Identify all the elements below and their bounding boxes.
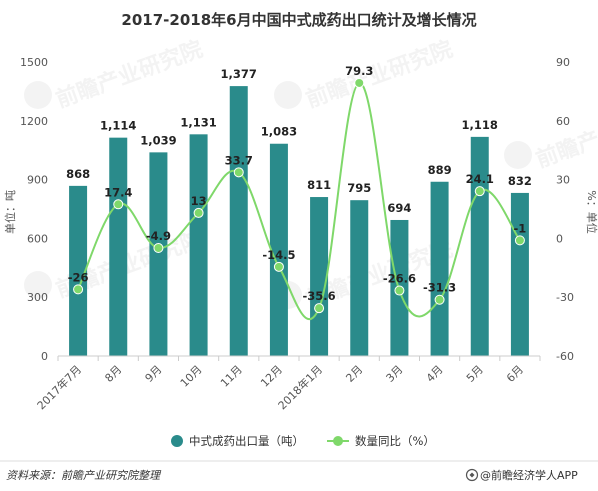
- line-point: [354, 77, 365, 88]
- line-point: [113, 199, 124, 210]
- watermark-text: 前瞻产业研究院: [52, 36, 206, 113]
- bar-value-label: 795: [347, 181, 371, 195]
- y-axis-left: 0 300 600 900 1200 1500: [20, 56, 48, 363]
- watermark-logo-icon: [274, 81, 302, 109]
- line-point: [153, 243, 164, 254]
- legend-line-marker: [333, 436, 343, 446]
- line-value-label: -26: [68, 270, 89, 284]
- x-tick-label: 9月: [143, 363, 165, 385]
- y-tick-label-left: 1500: [20, 56, 48, 69]
- line-value-label: -1: [514, 221, 527, 235]
- line-point: [193, 207, 204, 218]
- bar: [510, 192, 529, 356]
- y-tick-label-right: 0: [556, 232, 563, 245]
- legend-line-label: 数量同比（%）: [355, 434, 435, 448]
- bar: [269, 143, 288, 356]
- y-axis-title-right: %：单位: [585, 190, 598, 233]
- footer-source: 资料来源：前瞻产业研究院整理: [6, 469, 162, 482]
- bar-value-label: 694: [387, 201, 411, 215]
- y-tick-label-left: 1200: [20, 115, 48, 128]
- y-axis-title-left: 单位：吨: [3, 190, 17, 234]
- bar: [470, 136, 489, 356]
- line-value-label: -35.6: [303, 289, 336, 303]
- bar-value-label: 1,083: [261, 125, 297, 139]
- line-value-label: 33.7: [225, 153, 253, 167]
- brand-icon: [465, 468, 479, 482]
- y-tick-label-right: 90: [556, 56, 570, 69]
- line-value-label: 79.3: [345, 64, 373, 78]
- line-point: [314, 303, 325, 314]
- bar: [229, 86, 248, 356]
- y-tick-label-right: -30: [556, 291, 574, 304]
- bar: [430, 181, 449, 356]
- bar-value-label: 811: [307, 178, 331, 192]
- x-tick-label: 2017年7月: [34, 362, 84, 412]
- y-tick-label-right: 30: [556, 174, 570, 187]
- y-tick-label-right: -60: [556, 350, 574, 363]
- line-point: [73, 284, 84, 295]
- watermark-logo-icon: [504, 141, 532, 169]
- line-value-label: -4.9: [146, 229, 171, 243]
- bar-value-label: 1,377: [221, 67, 257, 81]
- bar: [149, 152, 168, 356]
- bar-value-label: 1,114: [100, 119, 136, 133]
- legend: 中式成药出口量（吨） 数量同比（%）: [171, 434, 435, 448]
- x-tick-label: 5月: [464, 363, 486, 385]
- line-point: [514, 235, 525, 246]
- x-tick-label: 4月: [424, 363, 446, 385]
- bar: [310, 197, 329, 356]
- bar-value-label: 1,131: [180, 115, 216, 129]
- bar-value-label: 1,039: [140, 133, 176, 147]
- y-tick-label-right: 60: [556, 115, 570, 128]
- line-value-label: -31.3: [423, 281, 456, 295]
- bar: [69, 185, 88, 356]
- chart-title: 2017-2018年6月中国中式成药出口统计及增长情况: [121, 11, 476, 29]
- line-point: [434, 294, 445, 305]
- line-point: [273, 261, 284, 272]
- line-value-label: -14.5: [262, 248, 295, 262]
- y-tick-label-left: 900: [27, 174, 48, 187]
- watermark-text: 前瞻产业研究院: [302, 36, 456, 113]
- legend-bar-label: 中式成药出口量（吨）: [189, 434, 304, 448]
- line-labels: -26 17.4 -4.9 13 33.7 -14.5 -35.6 79.3 -26.6 -31.…: [68, 64, 527, 303]
- bar: [109, 137, 128, 356]
- line-point: [233, 167, 244, 178]
- line-value-label: 24.1: [466, 172, 494, 186]
- line-point: [474, 186, 485, 197]
- x-tick-label: 8月: [102, 363, 124, 385]
- bar: [350, 200, 369, 356]
- y-tick-label-left: 300: [27, 291, 48, 304]
- bar-value-label: 868: [66, 167, 90, 181]
- bar: [189, 134, 208, 356]
- line-value-label: 13: [191, 194, 207, 208]
- line-value-label: -26.6: [383, 272, 416, 286]
- footer-brand: @前瞻经济学人APP: [480, 468, 578, 482]
- bar-value-label: 889: [428, 163, 452, 177]
- watermark-logo-icon: [24, 271, 52, 299]
- x-tick-label: 10月: [178, 363, 205, 390]
- line-point: [394, 285, 405, 296]
- x-tick-label: 6月: [504, 363, 526, 385]
- watermark-text: 前瞻产业研究院: [532, 96, 598, 173]
- x-tick-label: 12月: [258, 363, 285, 390]
- line-series: [73, 77, 525, 320]
- bar-value-label: 1,118: [462, 118, 498, 132]
- bar-labels: 868 1,114 1,039 1,131 1,377 1,083 811 795 694 889…: [66, 67, 532, 215]
- y-tick-label-left: 600: [27, 232, 48, 245]
- x-tick-label: 11月: [218, 363, 245, 390]
- bar-value-label: 832: [508, 174, 532, 188]
- line-value-label: 17.4: [104, 185, 132, 199]
- y-tick-label-left: 0: [41, 350, 48, 363]
- x-tick-label: 3月: [384, 363, 406, 385]
- y-axis-right: -60 -30 0 30 60 90: [556, 56, 574, 363]
- x-tick-label: 2月: [343, 363, 365, 385]
- watermark-logo-icon: [24, 81, 52, 109]
- legend-bar-marker: [171, 435, 183, 447]
